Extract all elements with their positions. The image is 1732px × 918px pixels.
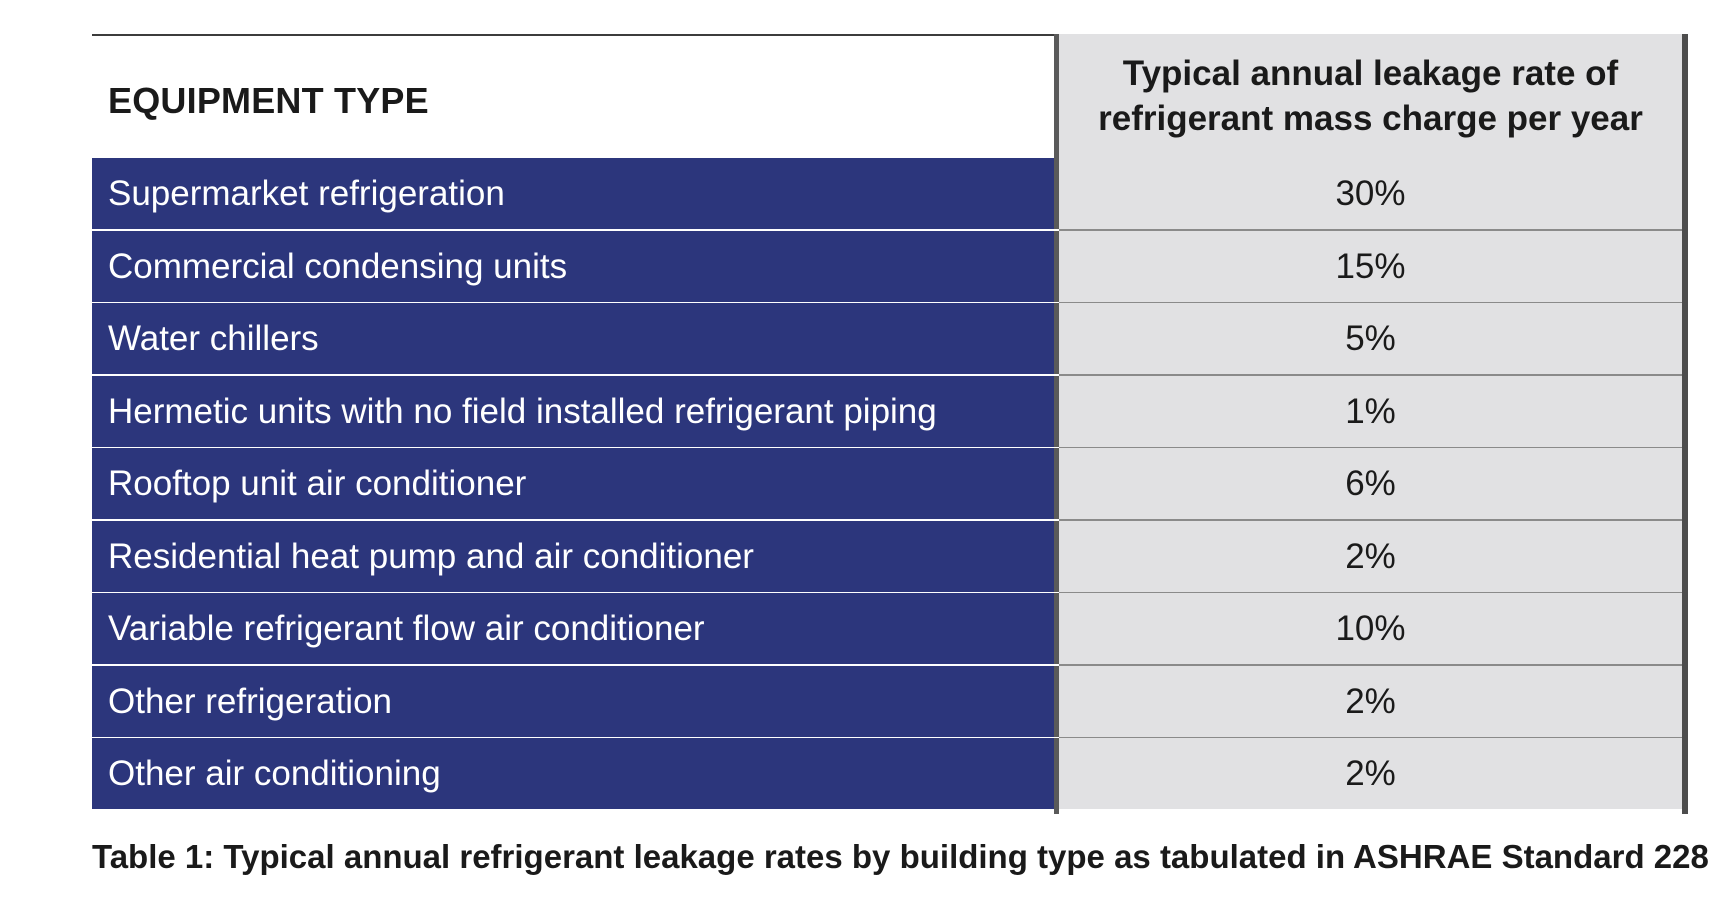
row-separator xyxy=(92,664,1682,666)
equipment-type-cell: Commercial condensing units xyxy=(92,230,1054,302)
leakage-rate-cell: 2% xyxy=(1059,520,1682,592)
row-separator xyxy=(92,229,1682,231)
table-top-rule xyxy=(92,34,1058,36)
row-separator xyxy=(92,301,1682,303)
row-separator-right xyxy=(1059,446,1682,448)
table-row: Other air conditioning 2% xyxy=(92,738,1682,811)
equipment-type-cell: Supermarket refrigeration xyxy=(92,158,1054,229)
header-equipment-type-label: EQUIPMENT TYPE xyxy=(108,80,429,121)
equipment-type-cell: Other air conditioning xyxy=(92,738,1054,809)
table-row: Water chillers 5% xyxy=(92,303,1682,376)
header-leakage-rate-line1: Typical annual leakage rate of xyxy=(1122,54,1619,93)
leakage-rate-cell: 15% xyxy=(1059,230,1682,302)
equipment-type-cell: Other refrigeration xyxy=(92,665,1054,737)
row-separator xyxy=(92,519,1682,521)
row-separator xyxy=(92,591,1682,593)
header-cell-equipment-type: EQUIPMENT TYPE xyxy=(92,36,1054,158)
table-header-row: EQUIPMENT TYPE Typical annual leakage ra… xyxy=(92,34,1688,158)
table-body: Supermarket refrigeration 30% Commercial c… xyxy=(92,158,1682,811)
leakage-rate-cell: 2% xyxy=(1059,665,1682,737)
row-separator-right xyxy=(1059,736,1682,738)
table-row: Variable refrigerant flow air conditione… xyxy=(92,593,1682,666)
row-separator xyxy=(92,736,1682,738)
table-row: Rooftop unit air conditioner 6% xyxy=(92,448,1682,521)
equipment-type-cell: Hermetic units with no field installed r… xyxy=(92,375,1054,447)
table-right-edge xyxy=(1682,34,1688,814)
column-divider xyxy=(1054,34,1059,814)
row-separator-right xyxy=(1059,591,1682,593)
leakage-rate-cell: 2% xyxy=(1059,738,1682,809)
leakage-rate-cell: 6% xyxy=(1059,448,1682,519)
row-separator-right xyxy=(1059,664,1682,666)
header-cell-leakage-rate: Typical annual leakage rate of refrigera… xyxy=(1059,34,1682,158)
equipment-type-cell: Rooftop unit air conditioner xyxy=(92,448,1054,519)
equipment-type-cell: Variable refrigerant flow air conditione… xyxy=(92,593,1054,664)
table-caption: Table 1: Typical annual refrigerant leak… xyxy=(92,838,1709,875)
row-separator-right xyxy=(1059,374,1682,376)
row-separator-right xyxy=(1059,301,1682,303)
header-leakage-rate-line2: refrigerant mass charge per year xyxy=(1098,99,1643,138)
header-leakage-rate-label: Typical annual leakage rate of refrigera… xyxy=(1098,51,1643,141)
row-separator-right xyxy=(1059,229,1682,231)
leakage-rate-cell: 1% xyxy=(1059,375,1682,447)
row-separator xyxy=(92,446,1682,448)
leakage-rate-cell: 30% xyxy=(1059,158,1682,229)
equipment-type-cell: Residential heat pump and air conditione… xyxy=(92,520,1054,592)
table-row: Hermetic units with no field installed r… xyxy=(92,375,1682,448)
table-row: Residential heat pump and air conditione… xyxy=(92,520,1682,593)
leakage-rate-cell: 5% xyxy=(1059,303,1682,374)
leakage-rate-cell: 10% xyxy=(1059,593,1682,664)
table-row: Other refrigeration 2% xyxy=(92,665,1682,738)
equipment-type-cell: Water chillers xyxy=(92,303,1054,374)
table-row: Supermarket refrigeration 30% xyxy=(92,158,1682,231)
row-separator-right xyxy=(1059,519,1682,521)
row-separator xyxy=(92,374,1682,376)
table-row: Commercial condensing units 15% xyxy=(92,230,1682,303)
